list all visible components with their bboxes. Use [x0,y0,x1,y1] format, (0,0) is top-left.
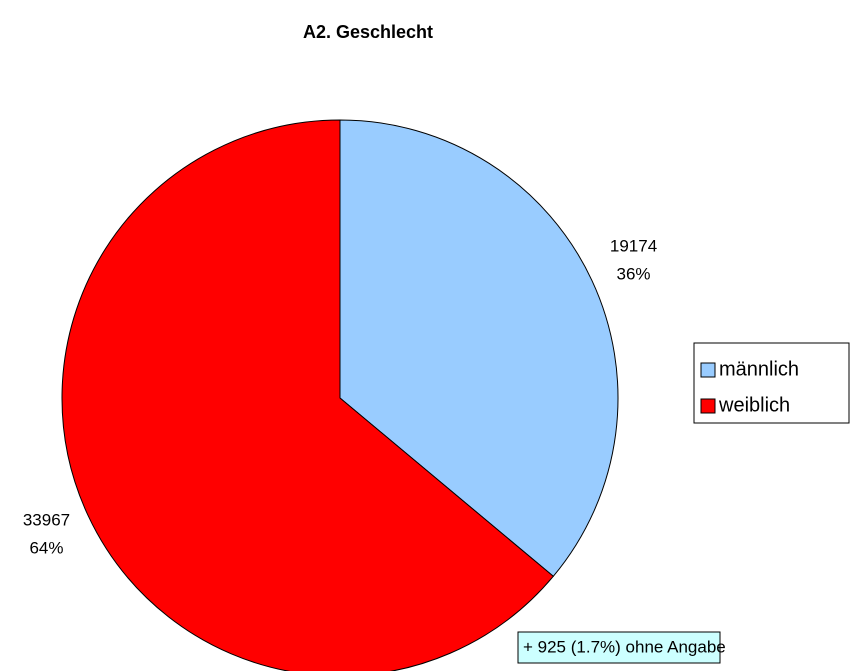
annotation: + 925 (1.7%) ohne Angabe [523,637,726,656]
pie-slice [339,119,619,578]
legend-swatch [700,362,716,378]
value-label: 19174 [610,236,657,255]
legend-label: weiblich [718,394,790,416]
legend-box [693,342,850,424]
percent-label: 64% [29,539,63,558]
pie-slice [61,119,554,671]
value-label: 33967 [23,511,70,530]
legend-label: männlich [719,358,799,380]
chart-title: A2. Geschlecht [303,22,433,42]
legend-swatch [700,398,716,414]
percent-label: 36% [617,264,651,283]
annotation-box [517,631,721,664]
